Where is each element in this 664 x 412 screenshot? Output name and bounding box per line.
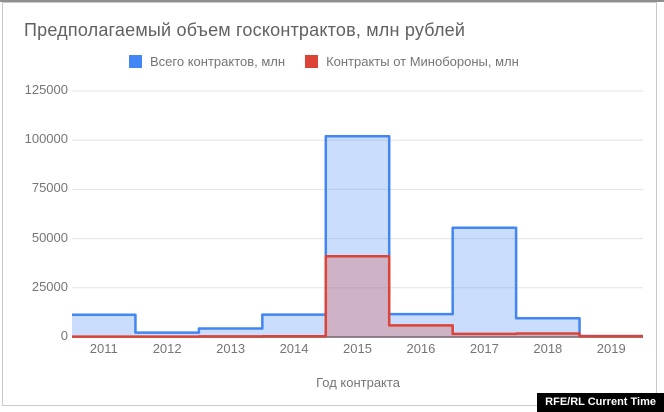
legend-swatch-icon [305,55,319,68]
y-tick-label: 0 [60,328,68,343]
x-tick-label: 2013 [216,341,246,356]
x-tick-label: 2019 [596,341,626,356]
series-line-total [72,135,643,338]
y-tick-label: 25000 [31,278,68,294]
chart-title: Предполагаемый объем госконтрактов, млн … [24,20,466,40]
y-tick-label: 100000 [24,131,68,147]
window-top-edge [0,0,664,2]
x-tick-label: 2017 [469,341,499,356]
legend-item-total: Всего контрактов, млн [129,54,285,69]
legend-swatch-icon [129,55,142,68]
y-tick-label: 75000 [31,180,68,196]
legend-label: Всего контрактов, млн [150,54,286,69]
series-line-mod [72,255,643,338]
x-tick-label: 2015 [343,341,372,356]
x-tick-label: 2016 [406,341,436,356]
chart-legend: Всего контрактов, млн Контракты от Минобо… [129,54,519,69]
x-tick-label: 2011 [89,341,118,356]
y-tick-label: 50000 [31,229,68,245]
series-area-total [72,136,643,337]
x-tick-label: 2014 [279,341,309,356]
legend-item-mod: Контракты от Минобороны, млн [305,54,519,69]
x-axis-title: Год контракта [316,375,400,390]
x-tick-label: 2018 [533,341,563,356]
series-area-mod [72,256,643,337]
x-tick-label: 2012 [152,341,182,356]
watermark-badge: RFE/RL Current Time [537,393,664,412]
y-tick-label: 125000 [24,82,68,97]
legend-label: Контракты от Минобороны, млн [326,54,519,69]
